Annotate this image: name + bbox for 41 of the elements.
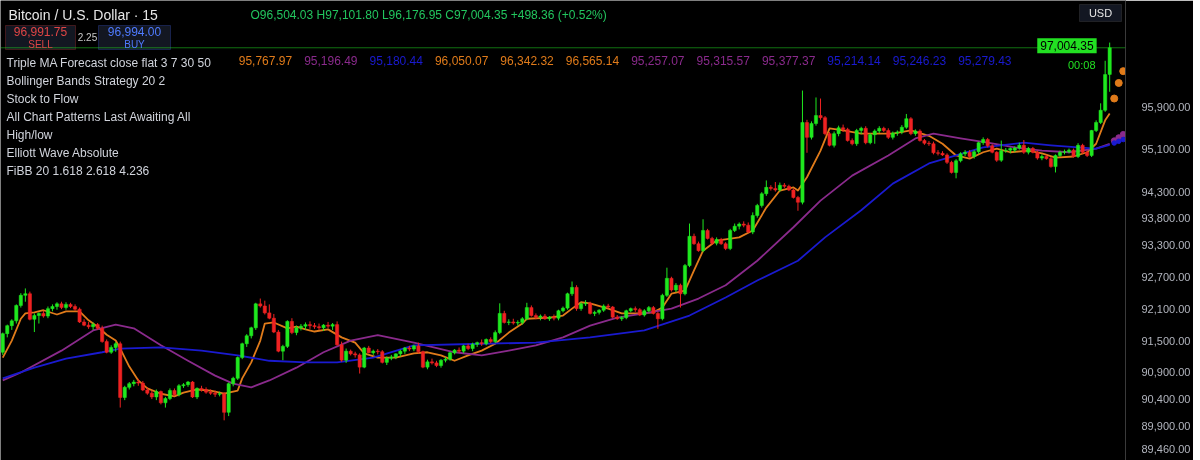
annotation: High/low: [6, 127, 53, 142]
y-tick-label: 91,500.00: [1141, 334, 1191, 347]
annotation: 95,315.57: [696, 53, 751, 68]
y-tick-label: 90,400.00: [1141, 393, 1191, 406]
annotation: 2.25: [77, 31, 98, 43]
ref-line-label: 97,004.35: [1040, 39, 1094, 54]
annotation: All Chart Patterns Last Awaiting All: [6, 109, 191, 124]
annotation: 95,180.44: [369, 53, 424, 68]
y-tick-label: 92,100.00: [1141, 302, 1191, 315]
text: O96,504.03 H97,101.80 L96,176.95 C97,004.35 +498.36 (+0.52%): [250, 7, 607, 22]
annotation: 95,377.37: [761, 53, 816, 68]
annotation: 96,991.75: [13, 24, 68, 39]
annotation: 95,279.43: [958, 53, 1012, 68]
annotation: 96,342.32: [500, 53, 555, 68]
y-tick-label: 93,300.00: [1141, 238, 1191, 251]
y-tick-label: 95,100.00: [1141, 143, 1191, 156]
annotation: 95,196.49: [304, 53, 358, 68]
annotation: USD: [1088, 6, 1113, 19]
y-tick-label: 93,800.00: [1141, 212, 1191, 225]
annotation: 95,257.07: [631, 53, 685, 68]
annotation: 96,994.00: [107, 24, 162, 39]
chart-title: Bitcoin / U.S. Dollar · 15: [8, 6, 159, 23]
annotation: 95,767.97: [238, 53, 293, 68]
y-tick-label: 92,700.00: [1141, 270, 1191, 283]
annotation: Stock to Flow: [6, 91, 79, 106]
y-tick-label: 89,460.00: [1141, 443, 1191, 456]
annotation: Bollinger Bands Strategy 20 2: [6, 73, 166, 88]
annotation: 00:08: [1067, 58, 1096, 71]
y-tick-label: 90,900.00: [1141, 366, 1191, 379]
annotation: 95,214.14: [827, 53, 882, 68]
annotation: SELL: [28, 38, 54, 50]
annotation: Elliott Wave Absolute: [6, 145, 120, 160]
annotation: 95,246.23: [892, 53, 947, 68]
annotation: FiBB 20 1.618 2.618 4.236: [6, 163, 150, 178]
annotation: Triple MA Forecast close flat 3 7 30 50: [6, 55, 212, 70]
y-tick-label: 89,900.00: [1141, 419, 1191, 432]
y-tick-label: 94,300.00: [1141, 185, 1191, 198]
annotation: 96,565.14: [565, 53, 620, 68]
annotation: 96,050.07: [434, 53, 489, 68]
annotation: BUY: [124, 38, 146, 50]
y-tick-label: 95,900.00: [1141, 100, 1191, 113]
